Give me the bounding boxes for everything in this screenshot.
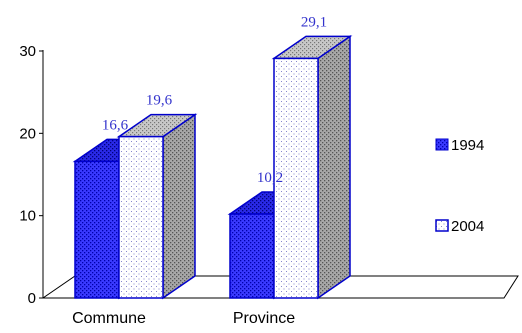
category-label-province: Province — [233, 310, 295, 327]
data-label-2004-commune: 19,6 — [146, 93, 173, 109]
legend-swatch-1994 — [435, 138, 449, 151]
data-label-2004-province: 29,1 — [301, 14, 327, 30]
bar-2004-commune — [118, 135, 164, 299]
bars — [72, 34, 353, 300]
legend-swatch-2004 — [435, 219, 449, 232]
bar-2004-province — [273, 57, 319, 299]
y-tick-label: 10 — [19, 208, 36, 225]
category-labels: Commune Province — [72, 310, 295, 327]
y-tick-label: 0 — [28, 290, 36, 307]
legend-label-1994: 1994 — [451, 137, 484, 154]
floor-plane — [41, 275, 519, 299]
axes — [41, 50, 519, 299]
bar-side-2004-commune — [162, 113, 196, 300]
legend-label-2004: 2004 — [451, 218, 484, 235]
data-label-1994-commune: 16,6 — [102, 117, 129, 133]
bar-1994-commune — [74, 160, 120, 299]
bar-side-2004-province — [317, 34, 351, 300]
category-label-commune: Commune — [72, 310, 146, 327]
y-ticks: 0 10 20 30 — [19, 43, 43, 307]
data-labels: 16,6 19,6 10,2 29,1 — [102, 14, 327, 186]
y-tick-label: 30 — [19, 43, 36, 60]
bar-1994-province — [229, 213, 275, 299]
legend: 1994 2004 — [435, 137, 484, 235]
y-tick-label: 20 — [19, 125, 36, 142]
data-label-1994-province: 10,2 — [257, 170, 283, 186]
